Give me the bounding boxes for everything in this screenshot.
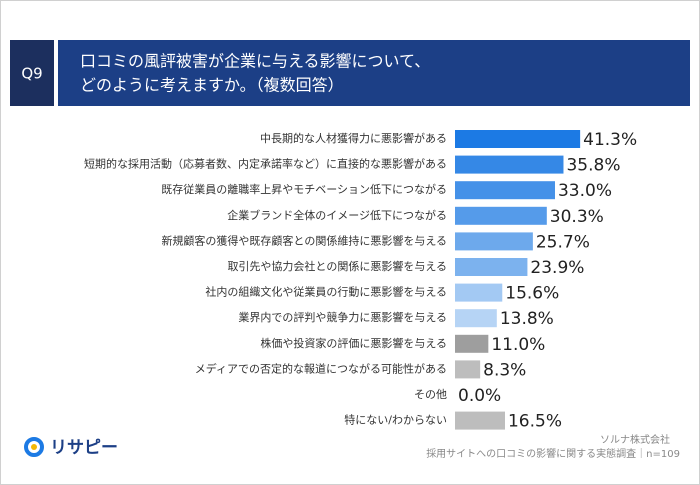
value-label: 33.0%	[558, 181, 612, 201]
category-label: その他	[414, 388, 447, 401]
value-label: 16.5%	[508, 412, 562, 432]
category-label: 短期的な採用活動（応募者数、内定承諾率など）に直接的な悪影響がある	[84, 157, 447, 171]
value-label: 41.3%	[583, 130, 637, 150]
bar	[455, 130, 581, 148]
logo-text: リサピー	[50, 438, 118, 458]
title-line: 口コミの風評被害が企業に与える影響について、	[80, 52, 430, 71]
category-label: 業界内での評判や競争力に悪影響を与える	[238, 310, 447, 324]
category-label: メディアでの否定的な報道につながる可能性がある	[195, 361, 447, 375]
bar	[455, 283, 503, 302]
category-label: 株価や投資家の評価に悪影響を与える	[260, 336, 447, 350]
value-label: 30.3%	[550, 207, 604, 227]
source: ソルナ株式会社	[600, 433, 670, 446]
bar	[455, 334, 489, 353]
value-label: 15.6%	[505, 284, 559, 304]
bar	[455, 181, 555, 200]
question-label: Q9	[21, 65, 42, 83]
category-label: 取引先や協力会社との関係に悪影響を与える	[227, 259, 447, 273]
value-label: 35.8%	[566, 156, 620, 176]
value-label: 0.0%	[458, 386, 501, 406]
category-label: 社内の組織文化や従業員の行動に悪影響を与える	[205, 285, 447, 299]
value-label: 23.9%	[530, 258, 584, 278]
category-label: 特にない/わからない	[344, 413, 447, 427]
bar	[455, 258, 528, 276]
title-line: どのように考えますか。（複数回答）	[80, 76, 344, 95]
logo-icon	[24, 437, 44, 457]
value-label: 11.0%	[491, 335, 545, 355]
value-label: 25.7%	[536, 232, 590, 252]
title-box	[58, 40, 690, 106]
category-label: 既存従業員の離職率上昇やモチベーション低下につながる	[161, 182, 447, 196]
category-label: 企業ブランド全体のイメージ低下につながる	[227, 208, 447, 222]
bar	[455, 232, 533, 251]
bar	[455, 309, 497, 328]
bar	[455, 360, 481, 379]
value-label: 13.8%	[500, 309, 554, 329]
category-label: 新規顧客の獲得や既存顧客との関係維持に悪影響を与える	[161, 233, 447, 247]
bar	[455, 411, 505, 430]
value-label: 8.3%	[483, 360, 526, 380]
bar	[455, 206, 547, 225]
logo-icon-dot	[31, 444, 37, 450]
category-label: 中長期的な人材獲得力に悪影響がある	[260, 131, 447, 145]
bar	[455, 155, 564, 174]
source: 採用サイトへの口コミの影響に関する実態調査｜n=109	[426, 447, 680, 460]
question-box	[10, 40, 54, 106]
